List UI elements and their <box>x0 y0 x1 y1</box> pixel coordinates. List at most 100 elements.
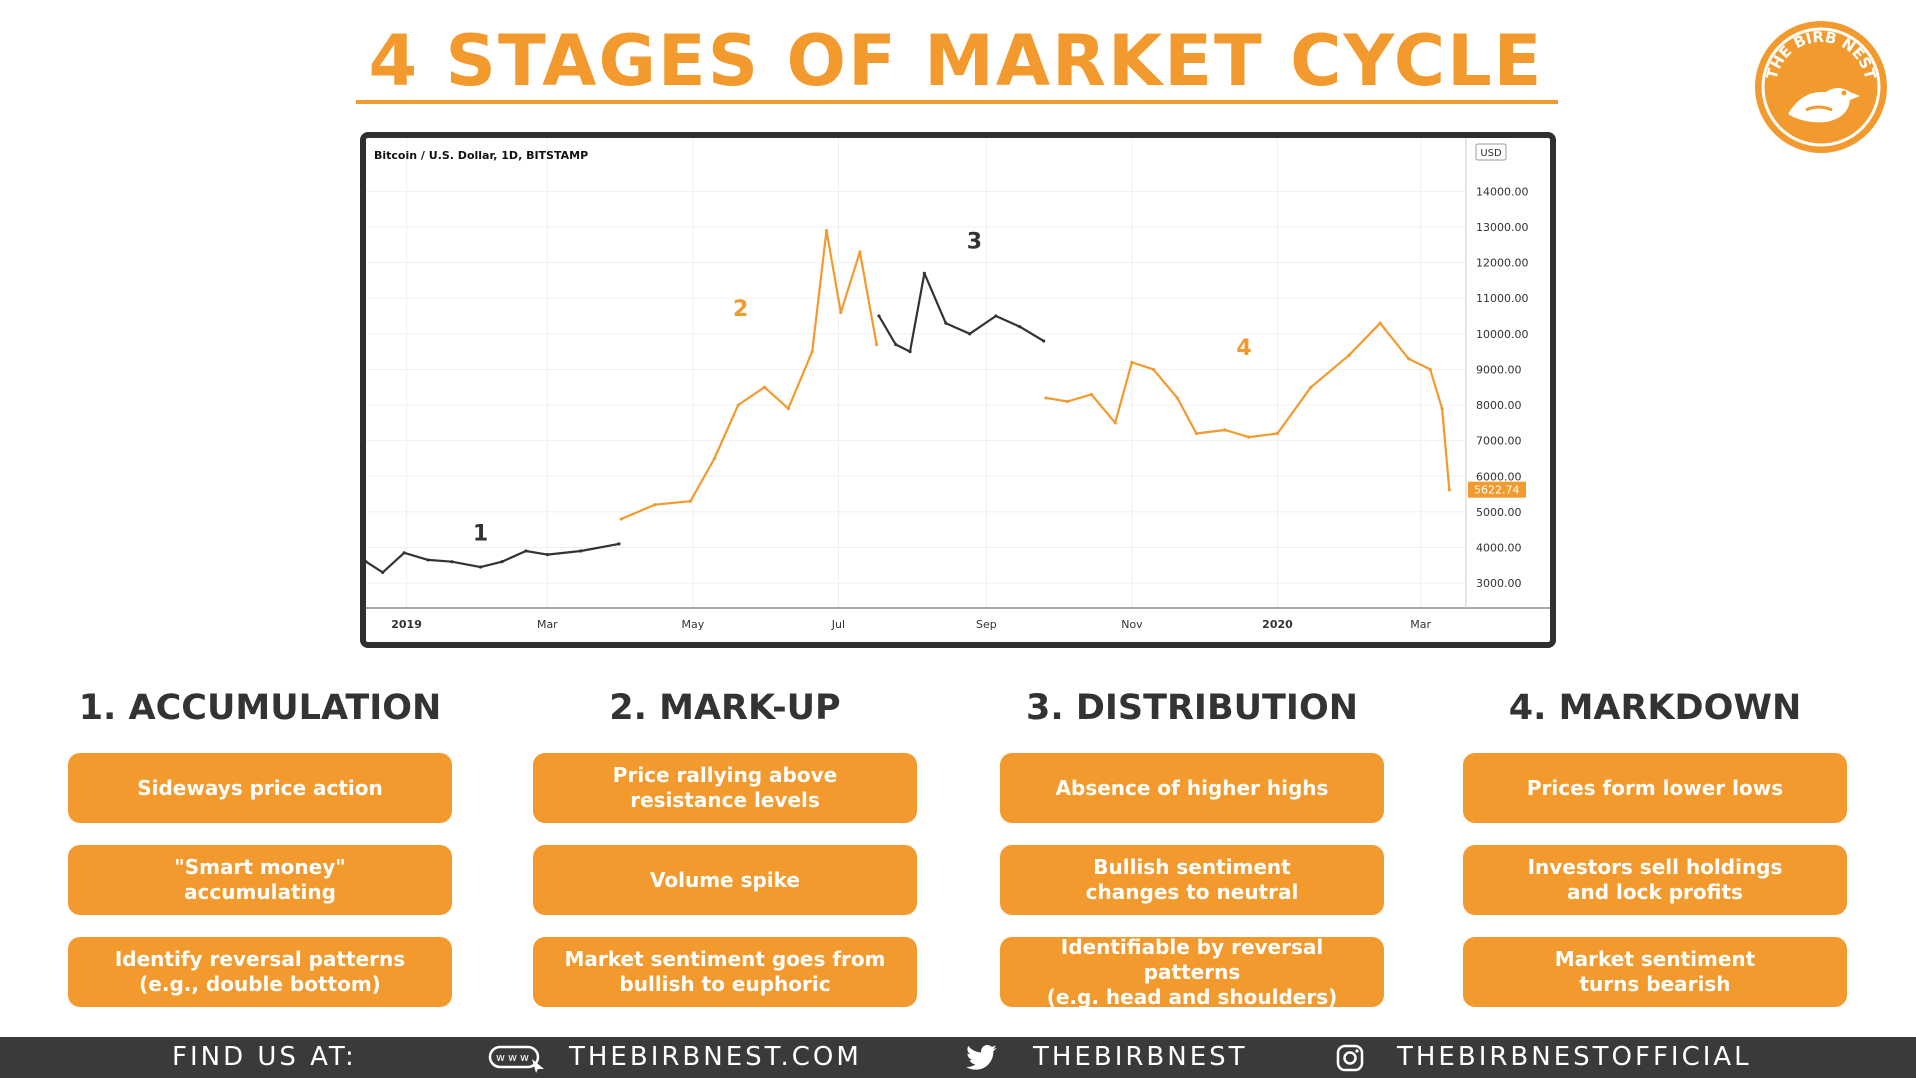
stage-annotation: 4 <box>1236 336 1251 361</box>
stage-point: Price rallying above resistance levels <box>533 753 917 823</box>
stage-distribution: 3. DISTRIBUTION Absence of higher highs … <box>1000 680 1384 1009</box>
x-tick-label: 2020 <box>1262 618 1293 631</box>
last-price-tag <box>1468 481 1526 498</box>
page-title: 4 STAGES OF MARKET CYCLE <box>368 20 1544 102</box>
price-point <box>762 385 767 389</box>
last-price-label: 5622.74 <box>1474 484 1520 497</box>
title-underline <box>356 100 1558 104</box>
price-point <box>712 456 716 461</box>
price-point <box>1275 431 1280 436</box>
instagram-icon <box>1336 1044 1364 1072</box>
stage-point: Market sentiment goes from bullish to eu… <box>533 937 917 1007</box>
website-icon: www <box>488 1045 544 1073</box>
price-point <box>653 503 657 507</box>
twitter-icon <box>966 1044 997 1070</box>
y-tick-label: 14000.00 <box>1476 185 1529 198</box>
price-chart-svg: 14000.0013000.0012000.0011000.0010000.00… <box>366 138 1550 631</box>
stage-heading: 4. MARKDOWN <box>1508 688 1802 728</box>
stage-point: Prices form lower lows <box>1463 753 1847 823</box>
price-point <box>1042 339 1046 343</box>
price-point <box>877 314 881 318</box>
x-tick-label: May <box>682 618 705 631</box>
stage-markdown: 4. MARKDOWN Prices form lower lows Inves… <box>1463 680 1847 1007</box>
price-point <box>426 558 430 562</box>
price-point <box>1378 321 1382 325</box>
price-point <box>366 560 368 564</box>
stage-accumulation: 1. ACCUMULATION Sideways price action "S… <box>68 680 452 1007</box>
birb-nest-logo: THE BIRB NEST <box>1755 21 1887 153</box>
price-point <box>1151 367 1156 372</box>
y-tick-label: 10000.00 <box>1476 328 1529 341</box>
y-tick-label: 5000.00 <box>1476 506 1522 519</box>
price-point <box>1044 396 1048 400</box>
price-point <box>688 499 693 503</box>
price-point <box>858 250 862 254</box>
stage-annotation: 2 <box>733 297 748 322</box>
price-point <box>402 551 406 555</box>
stage-annotation: 1 <box>473 521 488 546</box>
price-point <box>875 342 879 347</box>
price-point <box>839 310 843 315</box>
x-tick-label: Mar <box>1410 618 1431 631</box>
price-point <box>824 228 829 233</box>
y-tick-label: 12000.00 <box>1476 257 1529 270</box>
price-point <box>478 565 483 569</box>
y-tick-label: 9000.00 <box>1476 363 1522 376</box>
price-series-stage-1 <box>366 542 620 574</box>
price-chart: 14000.00 13000.00 12000.00 11000.00 10000.00… <box>360 132 1556 648</box>
y-tick-label: 8000.00 <box>1476 399 1522 412</box>
price-point <box>1440 407 1444 411</box>
price-point <box>1347 353 1351 357</box>
price-point <box>908 350 912 354</box>
price-point <box>450 560 454 564</box>
currency-badge <box>1475 143 1507 161</box>
chart-title: Bitcoin / U.S. Dollar, 1D, BITSTAMP <box>374 149 588 162</box>
x-tick-label: Jul <box>831 618 845 631</box>
instagram-handle[interactable]: THEBIRBNESTOFFICIAL <box>1397 1042 1752 1072</box>
price-point <box>524 549 528 553</box>
y-tick-label: 11000.00 <box>1476 292 1529 305</box>
price-point <box>1130 360 1134 364</box>
stage-heading: 2. MARK-UP <box>609 688 841 728</box>
price-point <box>619 517 623 521</box>
price-point <box>500 560 504 564</box>
stage-point: Investors sell holdings and lock profits <box>1463 845 1847 915</box>
price-point <box>968 332 972 336</box>
price-point <box>786 407 790 411</box>
price-series-stage-4 <box>1045 322 1451 490</box>
price-point <box>994 314 998 318</box>
stage-point: Bullish sentiment changes to neutral <box>1000 845 1384 915</box>
price-point <box>944 321 948 325</box>
website-link[interactable]: THEBIRBNEST.COM <box>569 1042 862 1072</box>
price-point <box>545 552 549 557</box>
price-point <box>1089 392 1093 396</box>
y-tick-label: 7000.00 <box>1476 435 1522 448</box>
price-point <box>381 570 385 574</box>
stage-point: Sideways price action <box>68 753 452 823</box>
currency-badge-label: USD <box>1480 148 1502 159</box>
price-point <box>1175 396 1179 400</box>
logo-circle <box>1755 21 1887 153</box>
price-point <box>579 549 583 553</box>
x-tick-label: Nov <box>1121 618 1143 631</box>
price-point <box>1113 421 1117 425</box>
price-point <box>1447 488 1451 492</box>
price-point <box>1194 431 1198 436</box>
price-point <box>1407 357 1411 361</box>
bird-icon <box>1788 88 1860 123</box>
y-tick-label: 3000.00 <box>1476 577 1522 590</box>
stage-annotation: 3 <box>967 229 982 254</box>
stage-point: Identifiable by reversal patterns (e.g. … <box>1000 935 1384 1009</box>
stage-point: Market sentiment turns bearish <box>1463 937 1847 1007</box>
price-point <box>810 350 814 354</box>
twitter-handle[interactable]: THEBIRBNEST <box>1033 1042 1248 1072</box>
x-tick-label: Mar <box>537 618 558 631</box>
footer: FIND US AT: www THEBIRBNEST.COM THEBIRBN… <box>0 1037 1916 1078</box>
stage-point: Identify reversal patterns (e.g., double… <box>68 937 452 1007</box>
price-point <box>1223 428 1227 432</box>
price-point <box>894 342 898 347</box>
stage-mark-up: 2. MARK-UP Price rallying above resistan… <box>533 680 917 1007</box>
y-tick-label: 13000.00 <box>1476 221 1529 234</box>
price-point <box>922 271 926 275</box>
price-point <box>1247 435 1251 439</box>
